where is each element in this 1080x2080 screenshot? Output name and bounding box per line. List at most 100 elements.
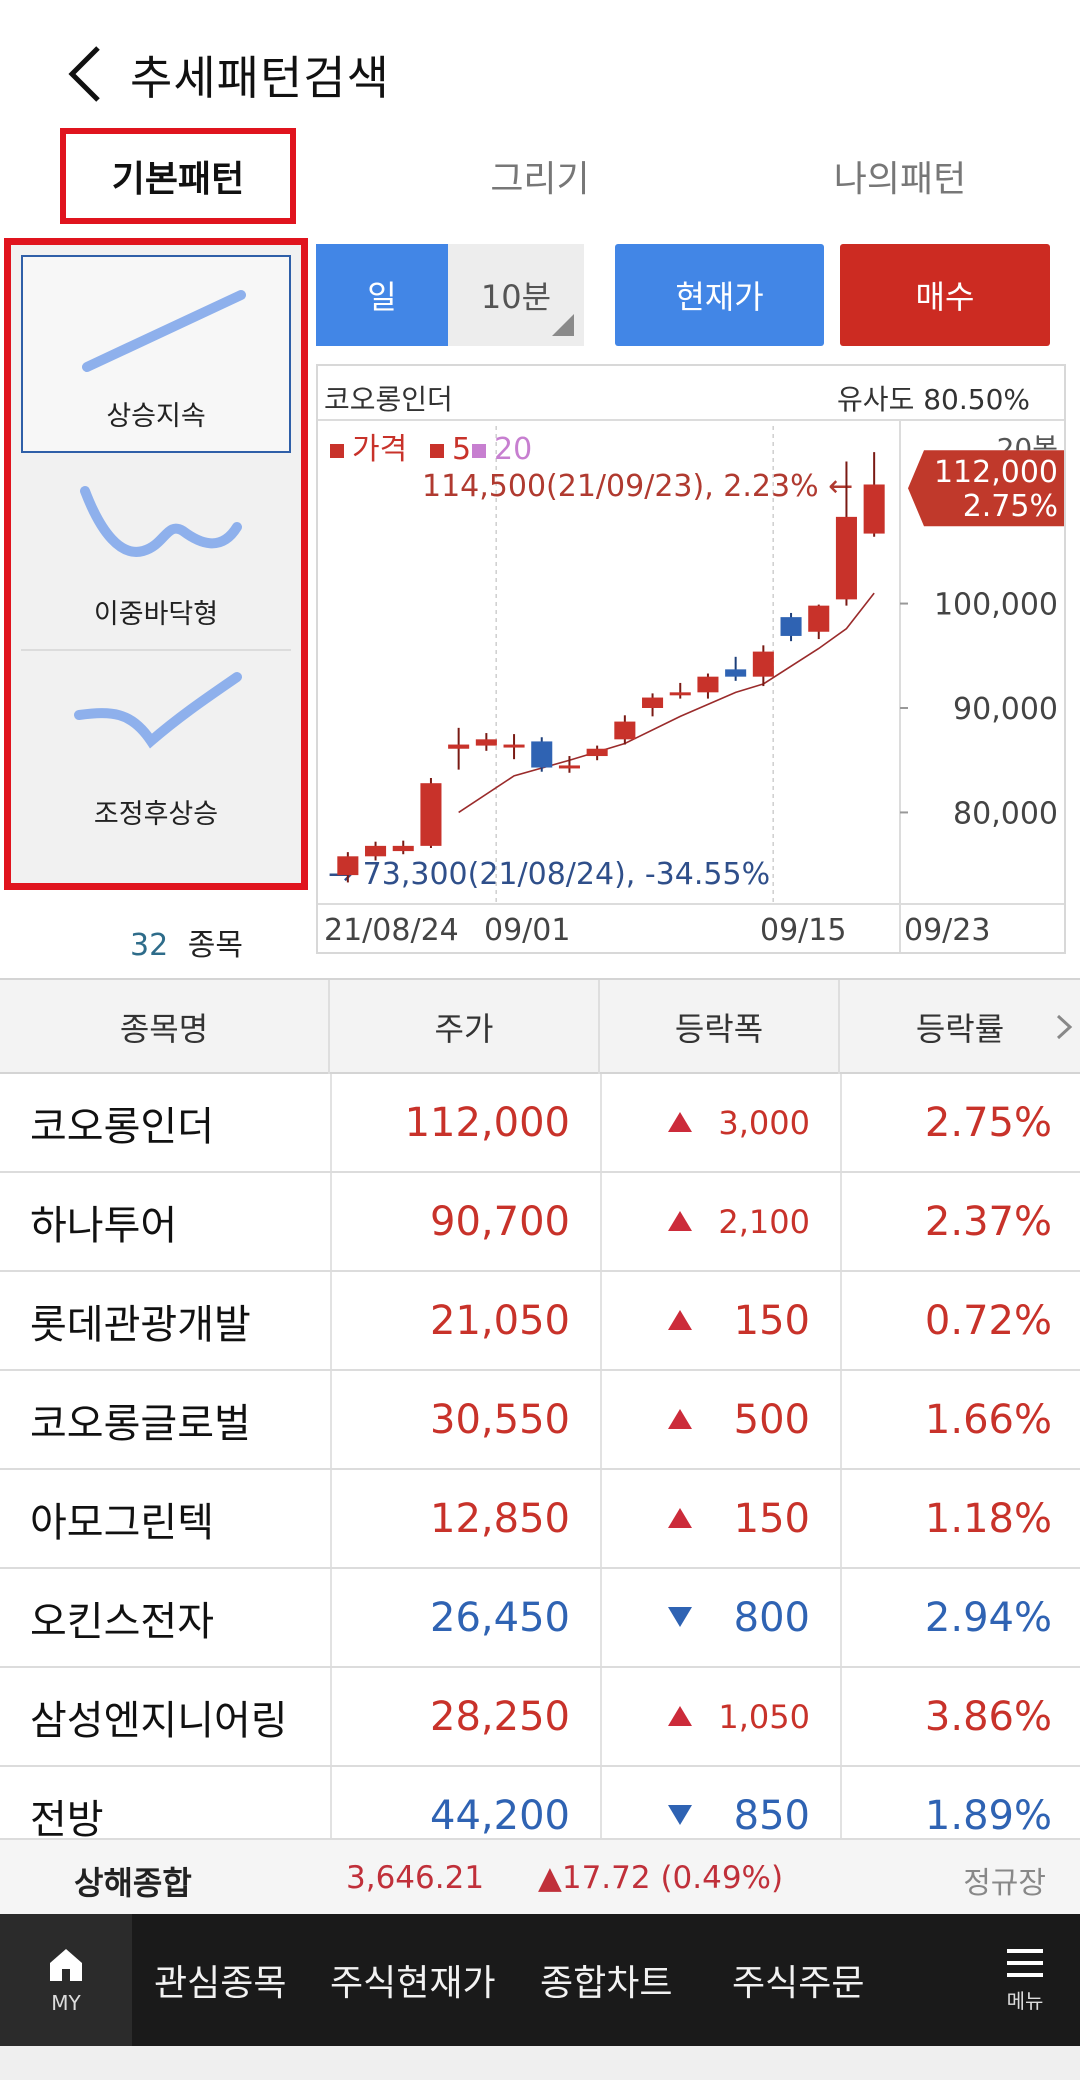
column-header-change[interactable]: 등락폭 — [600, 980, 840, 1074]
tab-basic-pattern[interactable]: 기본패턴 — [60, 128, 296, 224]
column-divider — [840, 1767, 842, 1838]
tab-my-pattern[interactable]: 나의패턴 — [833, 159, 967, 200]
column-header-rate[interactable]: 등락률 — [840, 980, 1080, 1074]
column-divider — [600, 1371, 602, 1468]
change-rate: 1.18% — [924, 1495, 1052, 1542]
stock-name: 코오롱인더 — [30, 1103, 214, 1150]
correction-rise-pattern-icon — [74, 672, 242, 749]
system-bar — [0, 2046, 1080, 2080]
x-tick-label: 09/15 — [760, 913, 846, 948]
stock-name: 코오롱글로벌 — [30, 1400, 251, 1447]
candlestick-chart: 100,000 90,000 80,000 21/08/24 09/01 09/15 09/… — [318, 419, 1064, 952]
x-tick-label: 09/23 — [904, 913, 990, 948]
candle-body — [780, 617, 802, 636]
column-divider — [840, 1074, 842, 1171]
down-triangle-icon — [668, 1805, 692, 1825]
high-price-annotation: 114,500(21/09/23), 2.23% ← — [422, 469, 853, 504]
market-session: 정규장 — [963, 1866, 1046, 1901]
pattern-list: 상승지속 이중바닥형 조정후상승 — [4, 238, 308, 890]
pattern-chart: 코오롱인더 유사도 80.50% 100,000 90,000 80,000 21/0… — [316, 364, 1066, 954]
candle-body — [503, 744, 525, 748]
change-rate: 1.66% — [924, 1396, 1052, 1443]
home-icon — [50, 1949, 82, 1981]
candle-body — [725, 669, 747, 677]
column-divider — [600, 1470, 602, 1567]
chart-stock-name: 코오롱인더 — [324, 383, 453, 416]
result-count-number: 32 — [130, 928, 169, 963]
candle-body — [365, 845, 387, 857]
y-tick-label: 100,000 — [934, 588, 1058, 623]
legend-label: 가격 — [352, 432, 407, 467]
candle-body — [614, 721, 636, 740]
table-row[interactable]: 롯데관광개발 21,050 150 0.72% — [0, 1272, 1080, 1371]
column-divider — [330, 1173, 332, 1270]
back-arrow-icon[interactable] — [64, 44, 104, 104]
buy-button[interactable]: 매수 — [840, 244, 1050, 346]
x-tick-label: 09/01 — [484, 913, 570, 948]
change-rate: 0.72% — [924, 1297, 1052, 1344]
table-row[interactable]: 삼성엔지니어링 28,250 1,050 3.86% — [0, 1668, 1080, 1767]
index-name: 상해종합 — [74, 1864, 192, 1902]
candle-body — [392, 845, 414, 852]
current-price-tag-label: 112,000 — [934, 455, 1058, 490]
change-rate: 2.37% — [924, 1198, 1052, 1245]
stock-name: 하나투어 — [30, 1202, 178, 1249]
index-change: ▲17.72 (0.49%) — [538, 1860, 784, 1896]
nav-chart[interactable]: 종합차트 — [540, 1963, 673, 2004]
nav-my-label: MY — [51, 1991, 81, 2015]
price-change: 150 — [733, 1495, 810, 1542]
stock-name: 오킨스전자 — [30, 1598, 214, 1645]
table-row[interactable]: 하나투어 90,700 2,100 2.37% — [0, 1173, 1080, 1272]
stock-price: 90,700 — [430, 1198, 570, 1245]
price-change: 500 — [733, 1396, 810, 1443]
pattern-double-bottom[interactable]: 이중바닥형 — [21, 453, 291, 651]
column-divider — [600, 1074, 602, 1171]
table-row[interactable]: 아모그린텍 12,850 150 1.18% — [0, 1470, 1080, 1569]
table-row[interactable]: 오킨스전자 26,450 800 2.94% — [0, 1569, 1080, 1668]
price-change: 150 — [733, 1297, 810, 1344]
legend-label: 5 — [452, 432, 471, 467]
column-divider — [330, 1371, 332, 1468]
column-divider — [600, 1173, 602, 1270]
up-triangle-icon — [668, 1706, 692, 1726]
stock-price: 112,000 — [404, 1099, 570, 1146]
legend-swatch — [472, 444, 486, 458]
nav-my-button[interactable]: MY — [0, 1914, 132, 2046]
price-change: 800 — [733, 1594, 810, 1641]
candle-body — [475, 739, 497, 746]
table-row[interactable]: 전방 44,200 850 1.89% — [0, 1767, 1080, 1838]
current-price-button[interactable]: 현재가 — [615, 244, 824, 346]
stock-name: 삼성엔지니어링 — [30, 1697, 288, 1744]
column-divider — [600, 1668, 602, 1765]
interval-dropdown[interactable]: 10분 — [448, 244, 584, 346]
tab-draw[interactable]: 그리기 — [490, 159, 590, 200]
pattern-label: 이중바닥형 — [93, 599, 219, 630]
up-triangle-icon — [668, 1211, 692, 1231]
nav-watchlist[interactable]: 관심종목 — [154, 1963, 287, 2004]
pattern-rising[interactable]: 상승지속 — [21, 255, 291, 453]
nav-order[interactable]: 주식주문 — [732, 1963, 865, 2004]
legend-swatch — [330, 444, 344, 458]
column-header-price[interactable]: 주가 — [330, 980, 600, 1074]
nav-stock-quote[interactable]: 주식현재가 — [330, 1963, 496, 2004]
result-count-unit: 종목 — [187, 928, 243, 963]
chevron-right-icon[interactable] — [1054, 1012, 1074, 1042]
nav-menu-button[interactable]: 메뉴 — [970, 1914, 1080, 2046]
candle-body — [420, 783, 442, 846]
bottom-navigation: MY 관심종목 주식현재가 종합차트 주식주문 메뉴 — [0, 1914, 1080, 2046]
column-header-name[interactable]: 종목명 — [0, 980, 330, 1074]
day-period-button[interactable]: 일 — [316, 244, 448, 346]
column-divider — [330, 1470, 332, 1567]
candle-body — [697, 676, 719, 693]
rising-line-pattern-icon — [82, 290, 246, 372]
up-triangle-icon — [668, 1508, 692, 1528]
column-divider — [330, 1074, 332, 1171]
table-row[interactable]: 코오롱글로벌 30,550 500 1.66% — [0, 1371, 1080, 1470]
candle-body — [642, 697, 664, 708]
change-rate: 1.89% — [924, 1792, 1052, 1839]
index-ticker[interactable]: 상해종합 3,646.21 ▲17.72 (0.49%) 정규장 — [0, 1838, 1080, 1914]
pattern-correction-rise[interactable]: 조정후상승 — [21, 651, 291, 849]
table-row[interactable]: 코오롱인더 112,000 3,000 2.75% — [0, 1074, 1080, 1173]
double-bottom-pattern-icon — [80, 486, 242, 557]
candle-body — [808, 605, 830, 632]
